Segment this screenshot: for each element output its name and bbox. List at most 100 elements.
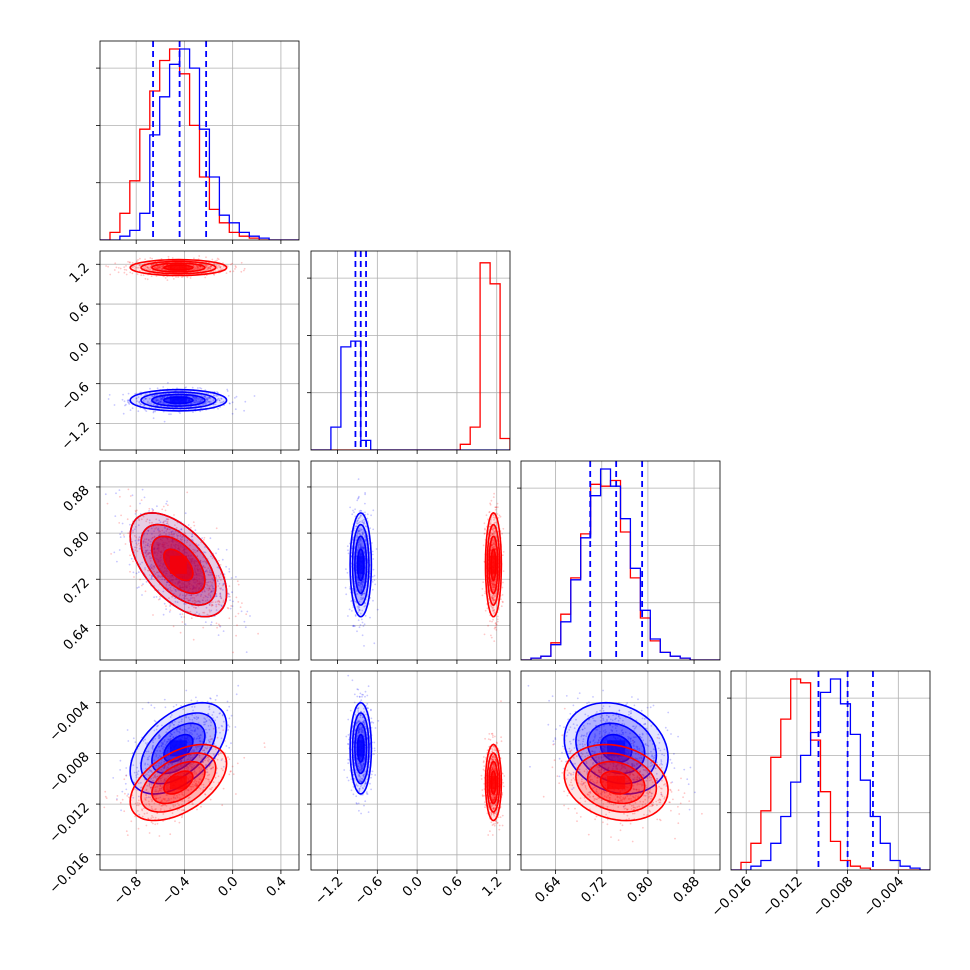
sample-point xyxy=(138,586,140,588)
sample-point xyxy=(348,608,351,611)
sample-point xyxy=(197,570,200,573)
sample-point xyxy=(357,544,360,547)
sample-point xyxy=(146,544,149,546)
sample-point xyxy=(142,540,145,543)
sample-point xyxy=(185,586,187,589)
sample-point xyxy=(138,264,141,267)
sample-point xyxy=(209,569,211,572)
sample-point xyxy=(151,521,153,524)
sample-point xyxy=(185,586,188,589)
sample-point xyxy=(195,396,198,399)
sample-point xyxy=(216,265,218,268)
sample-point xyxy=(161,539,164,542)
sample-point xyxy=(494,583,496,586)
sample-point xyxy=(161,543,164,546)
sample-point xyxy=(355,535,358,538)
sample-point xyxy=(189,558,192,561)
sample-point xyxy=(159,266,162,269)
sample-point xyxy=(497,615,499,618)
sample-point xyxy=(200,541,203,544)
sample-point xyxy=(205,399,208,402)
sample-point xyxy=(350,600,353,603)
sample-point xyxy=(159,398,162,400)
sample-point xyxy=(373,642,376,645)
sample-point xyxy=(147,538,150,541)
sample-point xyxy=(182,546,184,549)
sample-point xyxy=(156,541,158,544)
sample-point xyxy=(361,520,364,522)
sample-point xyxy=(147,701,150,704)
sample-point xyxy=(186,585,188,588)
sample-point xyxy=(217,391,219,394)
sample-point xyxy=(196,266,199,269)
sample-point xyxy=(217,269,220,272)
sample-point xyxy=(161,578,164,581)
sample-point xyxy=(243,409,246,412)
panel-2-1 xyxy=(311,461,510,660)
sample-point xyxy=(152,565,154,567)
sample-point xyxy=(170,531,173,534)
sample-point xyxy=(496,618,499,621)
sample-point xyxy=(210,609,213,612)
sample-point xyxy=(134,539,137,542)
sample-point xyxy=(345,593,348,596)
sample-point xyxy=(364,493,366,496)
sample-point xyxy=(203,395,206,397)
sample-point xyxy=(208,609,211,611)
sample-point xyxy=(217,603,220,606)
sample-point xyxy=(166,504,169,507)
sample-point xyxy=(183,539,186,542)
sample-point xyxy=(361,533,364,535)
sample-point xyxy=(194,570,197,572)
sample-point xyxy=(210,265,212,268)
sample-point xyxy=(195,583,198,586)
sample-point xyxy=(157,546,160,548)
sample-point xyxy=(150,575,153,577)
sample-point xyxy=(168,597,170,600)
sample-point xyxy=(191,559,194,562)
sample-point xyxy=(197,400,200,403)
sample-point xyxy=(199,265,202,268)
sample-point xyxy=(493,640,496,642)
sample-point xyxy=(109,273,112,276)
sample-point xyxy=(208,592,210,595)
sample-point xyxy=(170,543,173,546)
sample-point xyxy=(218,600,221,603)
sample-point xyxy=(482,544,485,547)
sample-point xyxy=(225,745,228,747)
sample-point xyxy=(231,262,234,265)
sample-point xyxy=(150,538,153,540)
sample-point xyxy=(179,613,182,616)
sample-point xyxy=(193,401,196,403)
sample-point xyxy=(154,552,157,555)
sample-point xyxy=(193,597,196,599)
sample-point xyxy=(121,790,124,793)
y-tick-label: −1.2 xyxy=(58,419,92,453)
sample-point xyxy=(236,624,238,627)
sample-point xyxy=(177,544,179,547)
sample-point xyxy=(207,397,210,399)
sample-point xyxy=(359,543,362,545)
sample-point xyxy=(206,599,209,601)
sample-point xyxy=(211,557,214,560)
sample-point xyxy=(352,538,354,541)
sample-point xyxy=(361,621,364,624)
sample-point xyxy=(200,805,202,808)
sample-point xyxy=(194,560,197,563)
sample-point xyxy=(358,608,361,611)
sample-point xyxy=(157,544,160,546)
sample-point xyxy=(196,808,198,811)
sample-point xyxy=(209,397,212,400)
y-tick-label: 0.64 xyxy=(60,621,93,654)
sample-point xyxy=(357,619,360,622)
sample-point xyxy=(137,571,140,574)
sample-point xyxy=(192,548,195,551)
sample-point xyxy=(153,548,156,550)
sample-point xyxy=(160,398,163,401)
sample-point xyxy=(192,521,195,524)
sample-point xyxy=(128,261,131,264)
sample-point xyxy=(123,266,126,268)
sample-point xyxy=(240,610,243,613)
sample-point xyxy=(234,397,236,399)
sample-point xyxy=(197,265,200,268)
